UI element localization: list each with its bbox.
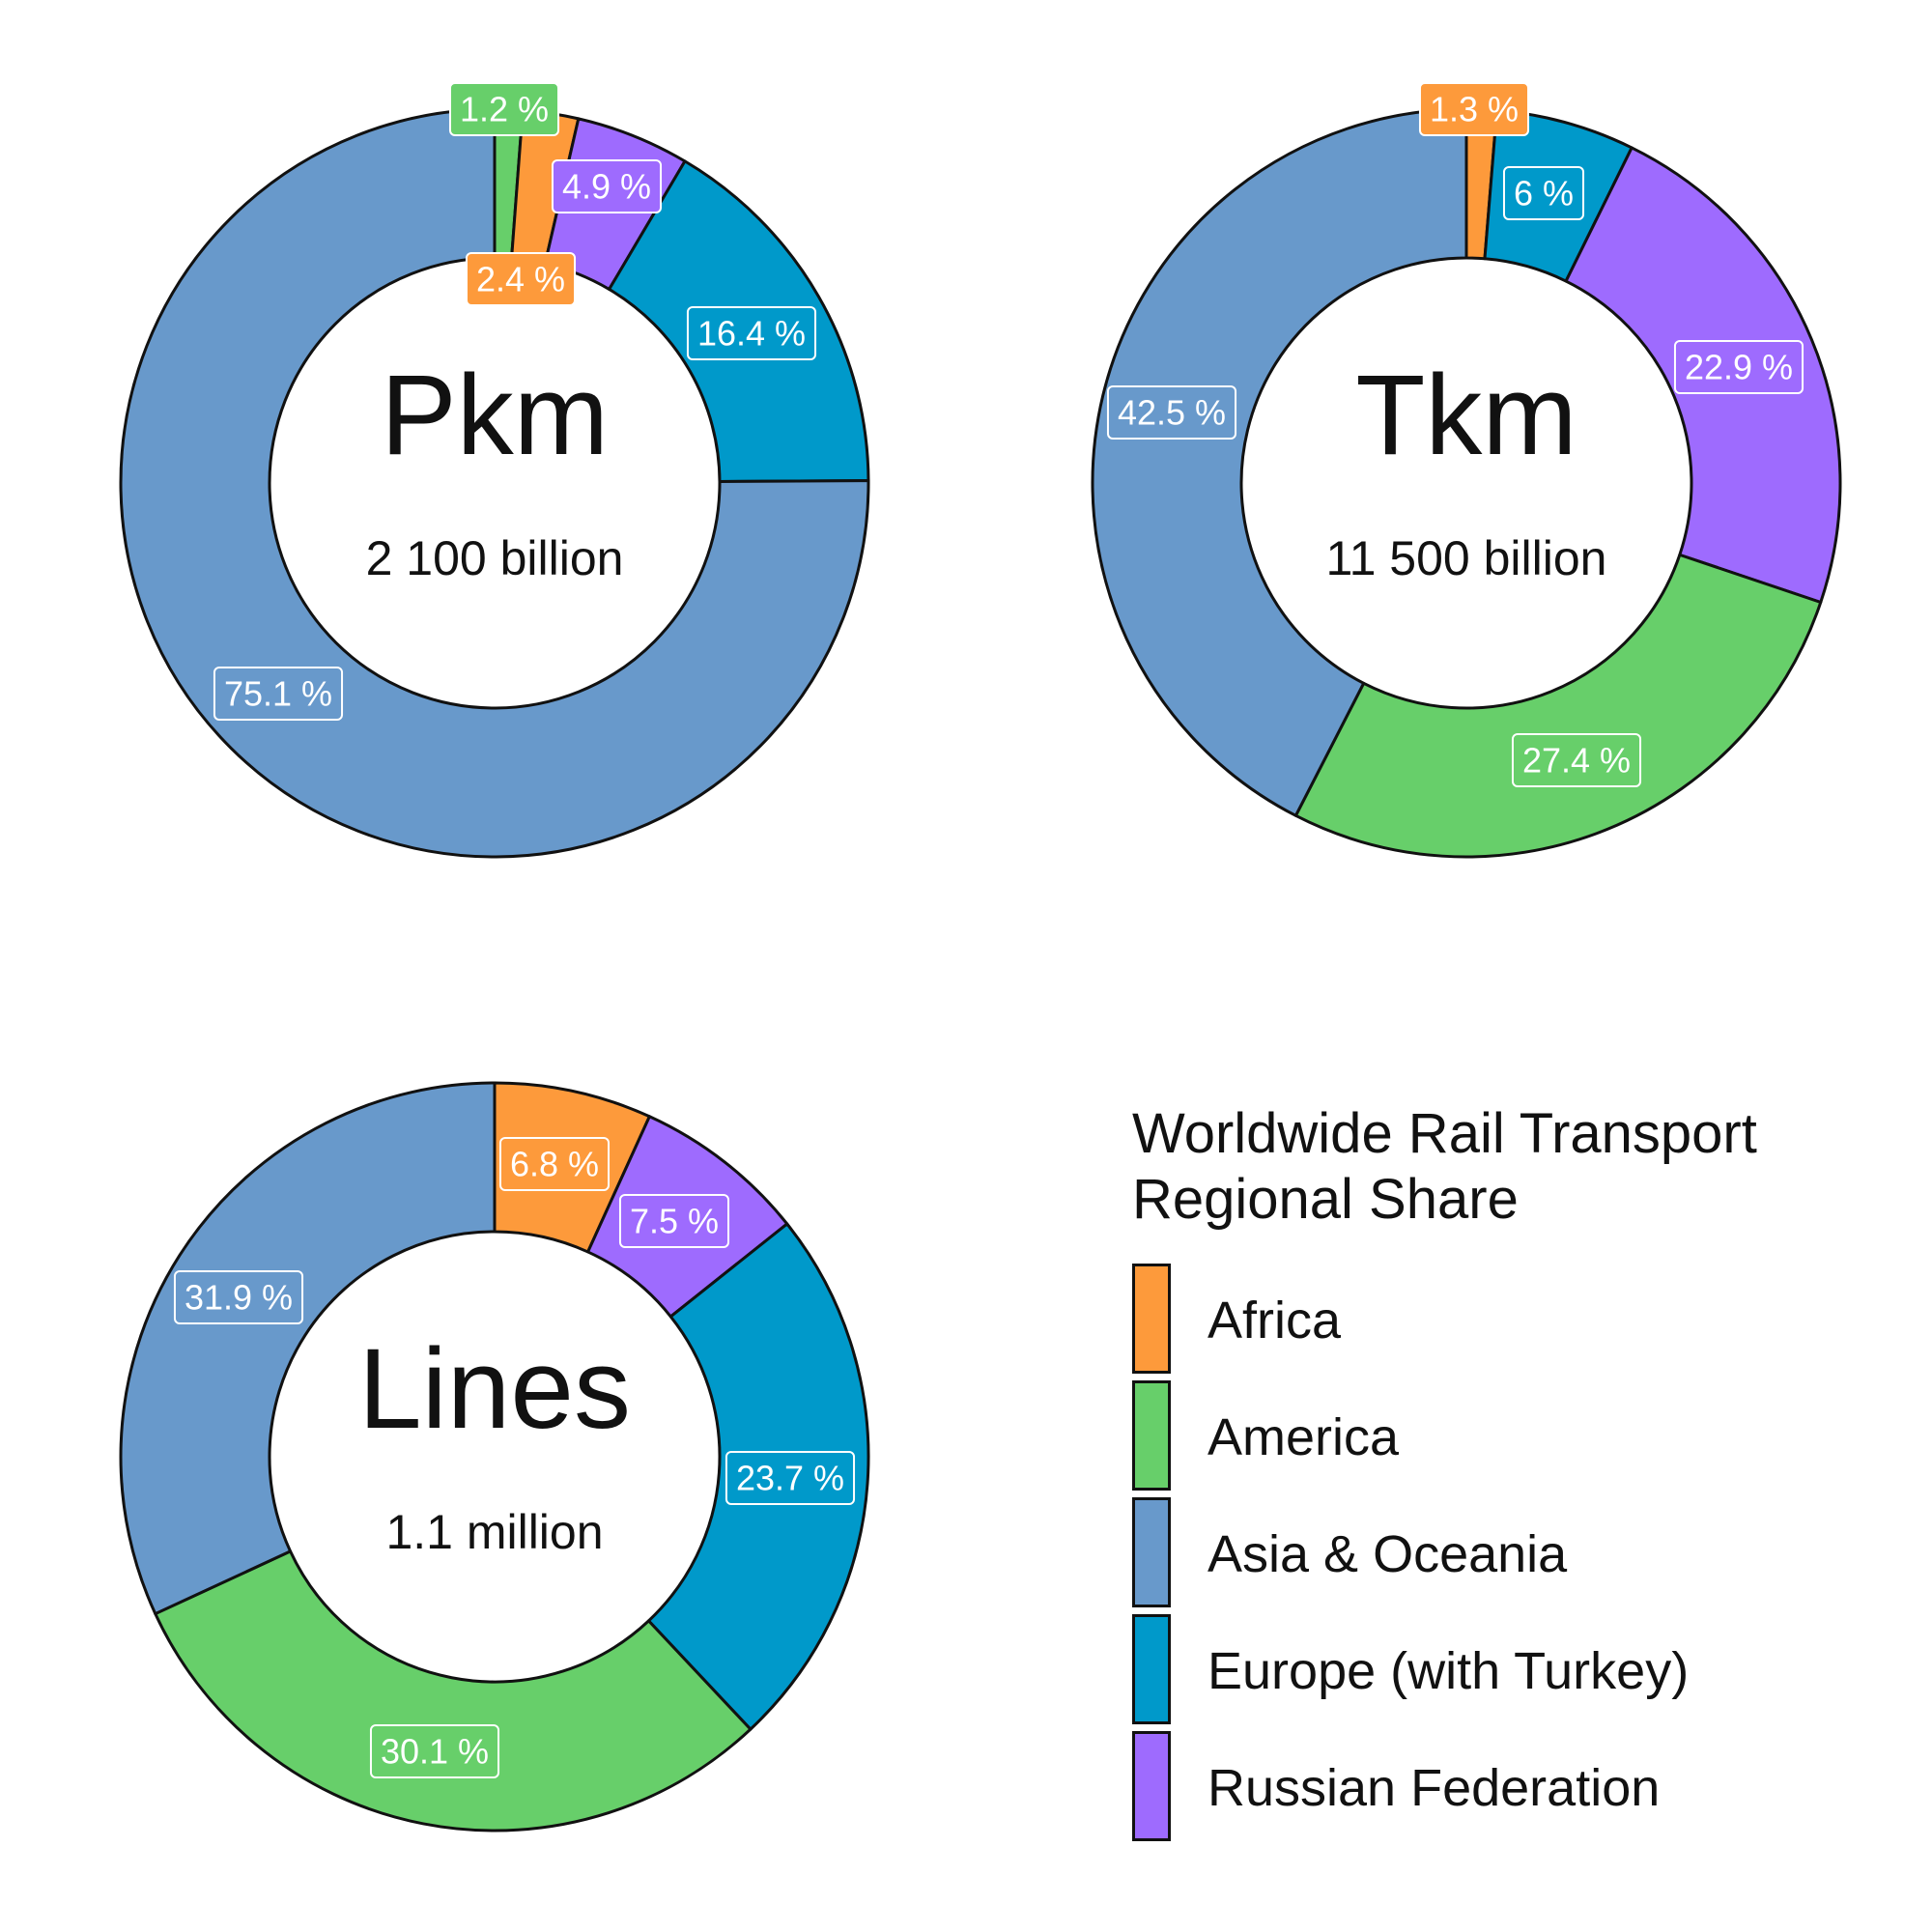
legend-swatch-europe	[1132, 1614, 1171, 1724]
slice-label-box	[724, 1451, 856, 1505]
slice-label-box	[498, 1137, 611, 1191]
legend-item-africa: Africa	[1132, 1264, 1808, 1379]
slice-label-text: 6.8 %	[510, 1145, 599, 1184]
slice-lines-america	[154, 1549, 753, 1833]
legend-title-line-1: Worldwide Rail Transport	[1132, 1102, 1757, 1165]
slice-label-pkm-europe-with-turkey: 16.4 %	[686, 306, 817, 360]
slice-label-text: 1.3 %	[1430, 90, 1519, 129]
slice-label-box	[465, 252, 577, 306]
slice-label-tkm-asia-oceania: 42.5 %	[1106, 385, 1237, 440]
slice-label-box	[1106, 385, 1237, 440]
slice-label-pkm-asia-oceania: 75.1 %	[213, 667, 344, 721]
slice-label-tkm-russian-federation: 22.9 %	[1673, 340, 1804, 394]
slice-label-text: 22.9 %	[1685, 348, 1793, 387]
slice-label-text: 2.4 %	[476, 260, 565, 299]
legend-item-europe: Europe (with Turkey)	[1132, 1614, 1808, 1730]
legend-label-russian-federation: Russian Federation	[1208, 1759, 1661, 1817]
slice-label-lines-russian-federation: 7.5 %	[618, 1194, 730, 1248]
legend-title: Worldwide Rail Transport Regional Share	[1132, 1101, 1757, 1233]
legend-title-line-2: Regional Share	[1132, 1168, 1519, 1231]
donut-subtitle-tkm: 11 500 billion	[1326, 531, 1607, 585]
slice-label-text: 27.4 %	[1522, 741, 1631, 781]
slice-label-pkm-america: 1.2 %	[448, 82, 560, 136]
slice-label-tkm-europe-with-turkey: 6 %	[1502, 166, 1585, 220]
legend-swatch-russian-federation	[1132, 1731, 1171, 1841]
slice-lines-asia-oceania	[119, 1081, 497, 1616]
slice-label-box	[1511, 733, 1642, 787]
slice-label-lines-america: 30.1 %	[369, 1724, 500, 1778]
slice-label-text: 16.4 %	[697, 314, 806, 354]
slice-label-text: 31.9 %	[185, 1278, 293, 1318]
slice-label-text: 42.5 %	[1118, 393, 1226, 433]
donut-lines: 6.8 % 7.5 % 23.7 % 30.1 % 31.9 % Lines 1.1 mil…	[119, 1081, 870, 1833]
legend-label-africa: Africa	[1208, 1292, 1342, 1350]
legend-swatch-asia-oceania	[1132, 1497, 1171, 1607]
slice-label-box	[369, 1724, 500, 1778]
legend-label-asia-oceania: Asia & Oceania	[1208, 1525, 1568, 1583]
slice-label-box	[448, 82, 560, 136]
slice-label-box	[1502, 166, 1585, 220]
slice-tkm-america	[1293, 553, 1823, 859]
slice-label-text: 1.2 %	[460, 90, 549, 129]
slice-label-box	[173, 1270, 304, 1324]
slice-label-tkm-america: 27.4 %	[1511, 733, 1642, 787]
slice-label-box	[618, 1194, 730, 1248]
legend-item-america: America	[1132, 1380, 1808, 1496]
donut-subtitle-pkm: 2 100 billion	[366, 531, 624, 585]
donut-pkm: 1.2 % 2.4 % 4.9 % 16.4 % 75.1 % Pkm 2 100 bill…	[119, 82, 870, 859]
slice-label-box	[213, 667, 344, 721]
slice-label-lines-europe-with-turkey: 23.7 %	[724, 1451, 856, 1505]
donut-subtitle-lines: 1.1 million	[385, 1505, 603, 1559]
slice-label-tkm-africa: 1.3 %	[1418, 82, 1530, 136]
slice-label-pkm-africa: 2.4 %	[465, 252, 577, 306]
slice-label-text: 6 %	[1514, 174, 1574, 213]
legend-label-america: America	[1208, 1408, 1400, 1466]
slice-label-lines-asia-oceania: 31.9 %	[173, 1270, 304, 1324]
slice-label-lines-africa: 6.8 %	[498, 1137, 611, 1191]
legend-label-europe: Europe (with Turkey)	[1208, 1642, 1690, 1700]
slice-label-pkm-russian-federation: 4.9 %	[551, 159, 663, 213]
slice-label-box	[686, 306, 817, 360]
slice-label-box	[1673, 340, 1804, 394]
slice-label-text: 75.1 %	[224, 674, 332, 714]
slice-label-box	[551, 159, 663, 213]
donut-title-pkm: Pkm	[381, 352, 609, 479]
legend-item-asia-oceania: Asia & Oceania	[1132, 1497, 1808, 1613]
legend-swatch-africa	[1132, 1264, 1171, 1374]
slice-label-box	[1418, 82, 1530, 136]
slice-label-text: 30.1 %	[381, 1732, 489, 1772]
donut-title-lines: Lines	[358, 1325, 631, 1453]
legend-item-russian-federation: Russian Federation	[1132, 1731, 1808, 1847]
slice-label-text: 23.7 %	[736, 1459, 844, 1498]
legend-swatch-america	[1132, 1380, 1171, 1491]
donut-tkm: 1.3 % 6 % 22.9 % 27.4 % 42.5 % Tkm 11 500 bill…	[1091, 82, 1842, 859]
slice-tkm-asia-oceania	[1091, 107, 1468, 817]
slice-label-text: 7.5 %	[630, 1202, 719, 1241]
donut-title-tkm: Tkm	[1355, 352, 1577, 479]
slice-label-text: 4.9 %	[562, 167, 651, 207]
